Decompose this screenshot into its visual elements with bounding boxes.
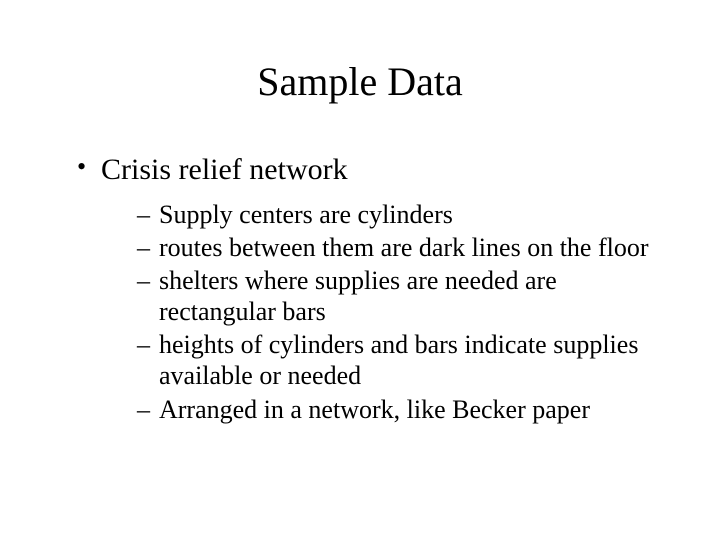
list-item: routes between them are dark lines on th… [137, 232, 665, 263]
list-item-label: routes between them are dark lines on th… [159, 233, 649, 262]
bullet-list-level1: Crisis relief network Supply centers are… [55, 151, 665, 425]
list-item: heights of cylinders and bars indicate s… [137, 329, 665, 391]
list-item-label: heights of cylinders and bars indicate s… [159, 330, 638, 390]
list-item: shelters where supplies are needed are r… [137, 265, 665, 327]
list-item-label: Arranged in a network, like Becker paper [159, 395, 590, 424]
list-item: Supply centers are cylinders [137, 199, 665, 230]
bullet-list-level2: Supply centers are cylinders routes betw… [101, 199, 665, 425]
list-item-label: Crisis relief network [101, 153, 348, 186]
slide: Sample Data Crisis relief network Supply… [0, 0, 720, 540]
list-item: Arranged in a network, like Becker paper [137, 394, 665, 425]
list-item-label: Supply centers are cylinders [159, 200, 453, 229]
list-item: Crisis relief network Supply centers are… [77, 151, 665, 425]
list-item-label: shelters where supplies are needed are r… [159, 266, 557, 326]
slide-title: Sample Data [55, 58, 665, 105]
